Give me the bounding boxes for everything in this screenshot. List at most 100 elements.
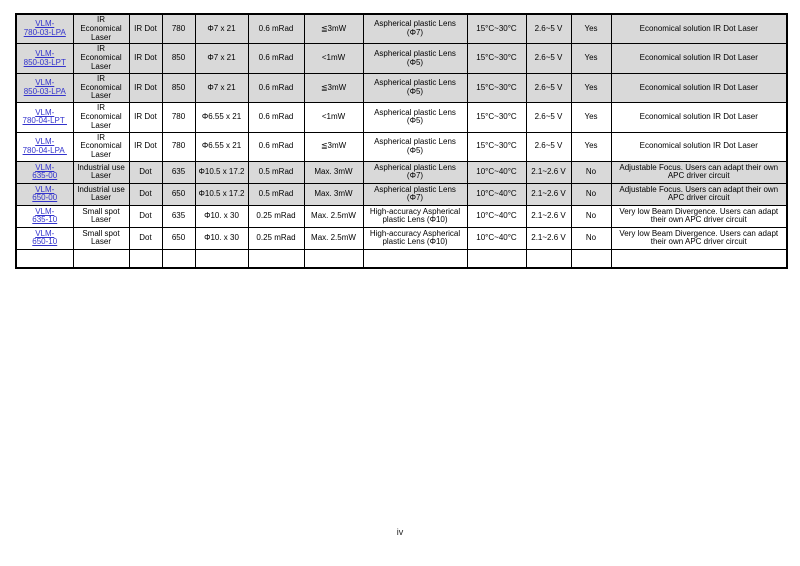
model-link[interactable]: VLM- 635-00: [32, 163, 57, 181]
empty-cell: [128, 248, 163, 269]
model-link[interactable]: VLM- 635-10: [32, 207, 57, 225]
model-line1: VLM-: [35, 206, 55, 216]
model-link[interactable]: VLM- 650-10: [32, 229, 57, 247]
cell-category: Small spot Laser: [72, 226, 130, 250]
cell-features: Economical solution IR Dot Laser: [610, 72, 788, 104]
empty-cell: [466, 248, 527, 269]
cell-divergence: 0.6 mRad: [247, 43, 305, 74]
table-row: VLM- 650-10 Small spot Laser Dot 650 Φ10.…: [15, 226, 788, 250]
cell-wavelength: 635: [161, 160, 196, 184]
cell-dimensions: Φ10. x 30: [194, 226, 249, 250]
cell-lens: Aspherical plastic Lens (Φ7): [362, 160, 468, 184]
cell-power: <1mW: [303, 43, 364, 74]
cell-model: VLM- 635-00: [15, 160, 74, 184]
cell-power: ≦3mW: [303, 131, 364, 162]
model-line1: VLM-: [35, 48, 55, 58]
cell-divergence: 0.5 mRad: [247, 160, 305, 184]
cell-power: Max. 3mW: [303, 160, 364, 184]
cell-beam-type: Dot: [128, 204, 163, 228]
model-link[interactable]: VLM- 850-03-LPA: [24, 78, 66, 96]
empty-cell: [161, 248, 196, 269]
cell-model: VLM- 850-03-LPA: [15, 72, 74, 104]
cell-lens: Aspherical plastic Lens (Φ5): [362, 72, 468, 104]
empty-cell: [15, 248, 74, 269]
model-line1: VLM-: [35, 184, 55, 194]
cell-power: Max. 2.5mW: [303, 226, 364, 250]
cell-lens: Aspherical plastic Lens (Φ5): [362, 131, 468, 162]
cell-apc: No: [570, 226, 612, 250]
model-line2: 780-03-LPA: [23, 28, 66, 38]
model-line2: 850-03-LPT: [23, 57, 66, 67]
cell-apc: No: [570, 204, 612, 228]
empty-cell: [570, 248, 612, 269]
cell-features: Very low Beam Divergence. Users can adap…: [610, 204, 788, 228]
cell-category: Industrial use Laser: [72, 160, 130, 184]
cell-apc: No: [570, 182, 612, 206]
cell-power: Max. 3mW: [303, 182, 364, 206]
empty-cell: [194, 248, 249, 269]
table-row: VLM- 780-04-LPT IR Economical Laser IR Do…: [15, 102, 788, 133]
cell-model: VLM- 635-10: [15, 204, 74, 228]
cell-power: <1mW: [303, 102, 364, 133]
cell-power: ≦3mW: [303, 72, 364, 104]
cell-category: IR Economical Laser: [72, 13, 130, 45]
cell-beam-type: Dot: [128, 160, 163, 184]
cell-dimensions: Φ7 x 21: [194, 43, 249, 74]
laser-spec-table: VLM- 780-03-LPA IR Economical Laser IR Do…: [15, 13, 788, 270]
cell-model: VLM- 650-10: [15, 226, 74, 250]
empty-cell: [72, 248, 130, 269]
cell-divergence: 0.6 mRad: [247, 72, 305, 104]
empty-cell: [525, 248, 572, 269]
cell-features: Economical solution IR Dot Laser: [610, 102, 788, 133]
cell-apc: Yes: [570, 72, 612, 104]
cell-dimensions: Φ10.5 x 17.2: [194, 182, 249, 206]
page-number: iv: [396, 527, 404, 537]
model-line2: 850-03-LPA: [23, 86, 66, 96]
cell-dimensions: Φ6.55 x 21: [194, 102, 249, 133]
cell-features: Economical solution IR Dot Laser: [610, 43, 788, 74]
cell-beam-type: Dot: [128, 182, 163, 206]
cell-temperature: 10°C~40°C: [466, 160, 527, 184]
model-line2: 780-04-LPT: [22, 116, 67, 126]
model-line2: 780-04-LPA: [22, 145, 67, 155]
table-row: VLM- 635-00 Industrial use Laser Dot 635 …: [15, 160, 788, 184]
cell-temperature: 15°C~30°C: [466, 13, 527, 45]
cell-temperature: 15°C~30°C: [466, 102, 527, 133]
model-link[interactable]: VLM- 780-03-LPA: [24, 19, 66, 37]
empty-cell: [247, 248, 305, 269]
cell-category: IR Economical Laser: [72, 102, 130, 133]
cell-lens: Aspherical plastic Lens (Φ5): [362, 43, 468, 74]
model-link[interactable]: VLM- 780-04-LPT: [23, 108, 67, 126]
empty-row: [15, 248, 788, 269]
cell-divergence: 0.6 mRad: [247, 131, 305, 162]
model-link[interactable]: VLM- 780-04-LPA: [23, 137, 67, 155]
cell-features: Very low Beam Divergence. Users can adap…: [610, 226, 788, 250]
cell-divergence: 0.25 mRad: [247, 204, 305, 228]
cell-lens: High-accuracy Aspherical plastic Lens (Φ…: [362, 226, 468, 250]
cell-category: IR Economical Laser: [72, 43, 130, 74]
cell-model: VLM- 780-04-LPT: [15, 102, 74, 133]
cell-beam-type: Dot: [128, 226, 163, 250]
cell-dimensions: Φ10.5 x 17.2: [194, 160, 249, 184]
cell-temperature: 15°C~30°C: [466, 72, 527, 104]
cell-lens: Aspherical plastic Lens (Φ7): [362, 13, 468, 45]
cell-category: IR Economical Laser: [72, 72, 130, 104]
model-link[interactable]: VLM- 850-03-LPT: [24, 49, 66, 67]
model-line2: 635-00: [32, 171, 58, 181]
cell-temperature: 15°C~30°C: [466, 43, 527, 74]
model-line1: VLM-: [35, 19, 55, 29]
cell-model: VLM- 850-03-LPT: [15, 43, 74, 74]
model-link[interactable]: VLM- 650-00: [32, 185, 57, 203]
model-line2: 650-00: [32, 193, 58, 203]
cell-temperature: 10°C~40°C: [466, 226, 527, 250]
table-row: VLM- 850-03-LPT IR Economical Laser IR Do…: [15, 43, 788, 74]
cell-category: IR Economical Laser: [72, 131, 130, 162]
cell-wavelength: 780: [161, 13, 196, 45]
cell-category: Small spot Laser: [72, 204, 130, 228]
cell-temperature: 10°C~40°C: [466, 182, 527, 206]
cell-wavelength: 850: [161, 43, 196, 74]
cell-voltage: 2.6~5 V: [525, 13, 572, 45]
table-row: VLM- 635-10 Small spot Laser Dot 635 Φ10.…: [15, 204, 788, 228]
cell-model: VLM- 780-03-LPA: [15, 13, 74, 45]
